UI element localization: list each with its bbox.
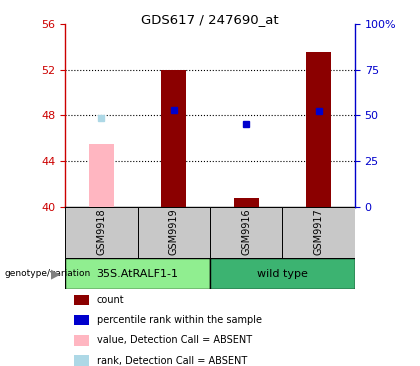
Text: ▶: ▶ (51, 267, 61, 280)
Text: genotype/variation: genotype/variation (4, 269, 90, 278)
Bar (282, 207, 355, 258)
Bar (210, 258, 355, 289)
Bar (65, 207, 138, 258)
Text: GSM9916: GSM9916 (241, 208, 251, 255)
Text: value, Detection Call = ABSENT: value, Detection Call = ABSENT (97, 335, 252, 346)
Text: GSM9918: GSM9918 (96, 208, 106, 255)
Text: GSM9919: GSM9919 (169, 208, 179, 255)
Bar (161, 70, 186, 207)
Bar (89, 144, 114, 207)
Text: wild type: wild type (257, 269, 308, 279)
Text: rank, Detection Call = ABSENT: rank, Detection Call = ABSENT (97, 355, 247, 366)
Text: count: count (97, 295, 124, 305)
Bar (138, 207, 210, 258)
Bar (234, 198, 259, 207)
Text: 35S.AtRALF1-1: 35S.AtRALF1-1 (97, 269, 178, 279)
Bar (65, 258, 210, 289)
Bar (210, 207, 282, 258)
Text: GSM9917: GSM9917 (314, 208, 324, 255)
Text: percentile rank within the sample: percentile rank within the sample (97, 315, 262, 325)
Text: GDS617 / 247690_at: GDS617 / 247690_at (141, 13, 279, 26)
Bar (306, 52, 331, 207)
